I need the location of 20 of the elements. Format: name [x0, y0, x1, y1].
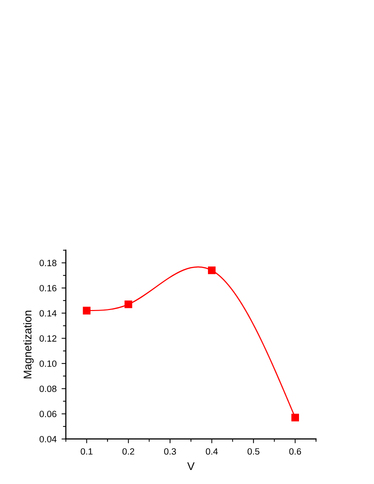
- y-tick-label: 0.06: [40, 410, 56, 418]
- x-tick-label: 0.6: [289, 448, 302, 455]
- y-tick-label: 0.04: [40, 436, 57, 442]
- y-tick-label: 0.12: [40, 335, 56, 342]
- point: [124, 300, 132, 308]
- point: [82, 306, 90, 314]
- x-axis-title: V: [187, 462, 195, 470]
- x-tick-label: 0.4: [206, 448, 218, 455]
- y-tick-label: 0.14: [40, 310, 57, 317]
- x-tick-label: 0.5: [248, 448, 260, 455]
- y-tick-label: 0.10: [40, 360, 56, 367]
- y-tick-label: 0.08: [40, 386, 56, 392]
- x-tick-label: 0.1: [80, 448, 93, 455]
- point: [291, 414, 299, 422]
- y-axis-title: Magnetization: [23, 310, 34, 378]
- y-tick-label: 0.18: [40, 260, 56, 266]
- x-tick-label: 0.3: [164, 448, 176, 455]
- point: [208, 266, 216, 274]
- y-tick-label: 0.16: [40, 284, 56, 292]
- x-tick-label: 0.2: [122, 448, 134, 455]
